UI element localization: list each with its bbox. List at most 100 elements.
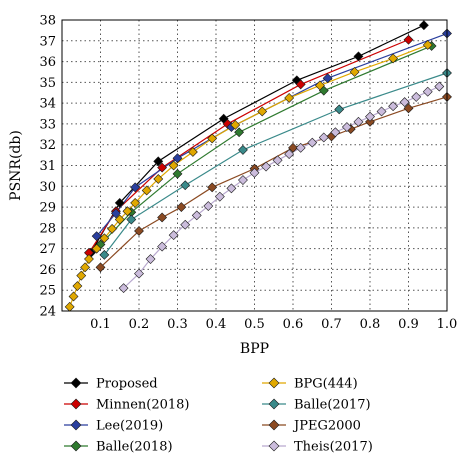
- y-axis-title: PSNR(db): [8, 130, 24, 201]
- y-tick-label: 33: [39, 117, 56, 132]
- data-point-theis-2017: [341, 122, 352, 132]
- data-point-bpg-444: [91, 243, 102, 254]
- series-line-balle-2017: [103, 72, 448, 256]
- data-point-bpg-444: [207, 133, 218, 144]
- plot-frame: [61, 19, 448, 312]
- y-axis-ticks: 24 25 26 27 28 29 30 31 32 33 34 35 36 37 38: [39, 14, 56, 320]
- x-tick-label: 0.9: [398, 317, 419, 332]
- series-line-lee-2019: [96, 32, 448, 237]
- data-point-theis-2017: [353, 116, 364, 127]
- data-point-balle-2017: [99, 249, 110, 260]
- x-tick-label: 0.3: [167, 317, 188, 332]
- x-tick-label: 0.5: [244, 317, 265, 332]
- data-point-bpg-444: [64, 301, 75, 311]
- x-axis-ticks: 0.1 0.2 0.3 0.4 0.5 0.6 0.7 0.8 0.9 1.0: [90, 317, 457, 332]
- data-point-proposed: [153, 156, 164, 167]
- y-tick-label: 24: [39, 305, 56, 320]
- data-point-bpg-444: [257, 106, 268, 117]
- data-point-jpeg2000: [207, 182, 218, 193]
- legend-label-balle-2017: Balle(2017): [294, 398, 371, 413]
- data-point-bpg-444: [80, 262, 91, 273]
- series-lines: [69, 24, 448, 308]
- data-point-balle-2017: [180, 180, 191, 191]
- data-point-bpg-444: [230, 120, 241, 130]
- legend-label-lee-2019: Lee(2019): [96, 419, 163, 434]
- data-point-balle-2017: [238, 144, 248, 155]
- y-tick-label: 37: [39, 34, 56, 49]
- data-point-jpeg2000: [134, 226, 144, 236]
- data-point-jpeg2000: [157, 212, 168, 223]
- data-point-jpeg2000: [403, 103, 414, 114]
- data-point-proposed: [114, 197, 125, 208]
- data-point-theis-2017: [272, 155, 283, 166]
- data-point-bpg-444: [68, 291, 79, 302]
- data-point-bpg-444: [72, 281, 83, 291]
- data-point-balle-2018: [172, 168, 183, 179]
- data-point-theis-2017: [399, 97, 410, 108]
- data-point-theis-2017: [134, 268, 144, 279]
- data-point-bpg-444: [388, 53, 399, 64]
- data-point-theis-2017: [226, 183, 237, 194]
- y-tick-label: 38: [39, 14, 56, 29]
- data-point-jpeg2000: [365, 116, 375, 127]
- data-point-theis-2017: [180, 219, 191, 230]
- data-point-bpg-444: [99, 233, 110, 244]
- legend-marker-theis-2017: [268, 440, 280, 452]
- legend-marker-bpg-444: [268, 377, 280, 389]
- data-point-jpeg2000: [95, 262, 106, 273]
- x-axis-title: BPP: [240, 341, 269, 357]
- data-point-theis-2017: [434, 81, 445, 92]
- y-tick-label: 34: [39, 97, 56, 112]
- series-line-proposed: [90, 24, 425, 254]
- data-point-theis-2017: [191, 210, 202, 221]
- data-point-theis-2017: [307, 137, 318, 148]
- x-tick-label: 0.1: [90, 317, 111, 332]
- data-point-bpg-444: [141, 185, 152, 196]
- data-point-theis-2017: [330, 127, 341, 138]
- y-tick-label: 30: [39, 180, 56, 195]
- data-point-bpg-444: [422, 40, 433, 50]
- data-point-theis-2017: [318, 132, 329, 143]
- data-point-bpg-444: [107, 223, 117, 234]
- data-point-bpg-444: [168, 160, 179, 171]
- data-point-theis-2017: [145, 254, 156, 264]
- legend-label-jpeg2000: JPEG2000: [292, 419, 361, 434]
- legend-label-proposed: Proposed: [96, 377, 158, 392]
- data-point-theis-2017: [411, 91, 422, 102]
- y-tick-label: 27: [39, 242, 56, 257]
- legend-label-minnen-2018: Minnen(2018): [96, 398, 190, 413]
- y-tick-label: 25: [39, 284, 56, 299]
- y-tick-label: 36: [39, 55, 56, 70]
- y-tick-label: 26: [39, 263, 56, 278]
- data-point-minnen-2018: [157, 162, 168, 173]
- x-tick-label: 0.8: [360, 317, 381, 332]
- series-line-jpeg2000: [100, 96, 448, 268]
- legend-label-bpg-444: BPG(444): [294, 377, 358, 392]
- data-point-lee-2019: [130, 182, 141, 193]
- x-tick-label: 0.6: [283, 317, 304, 332]
- x-tick-label: 0.7: [321, 317, 342, 332]
- y-tick-label: 35: [39, 76, 56, 91]
- data-point-bpg-444: [130, 197, 141, 208]
- data-point-lee-2019: [91, 231, 102, 242]
- data-point-minnen-2018: [295, 79, 306, 90]
- legend-marker-proposed: [70, 377, 82, 389]
- y-tick-label: 28: [39, 221, 56, 236]
- legend-marker-minnen-2018: [70, 398, 82, 410]
- data-point-balle-2018: [234, 127, 245, 138]
- y-tick-label: 31: [39, 159, 56, 174]
- data-point-bpg-444: [114, 214, 125, 225]
- data-point-proposed: [418, 20, 429, 31]
- data-point-theis-2017: [376, 106, 387, 117]
- data-point-theis-2017: [284, 149, 295, 159]
- data-point-bpg-444: [315, 80, 325, 91]
- data-point-theis-2017: [249, 167, 260, 178]
- data-point-bpg-444: [76, 270, 87, 281]
- data-point-bpg-444: [349, 67, 360, 77]
- y-tick-label: 29: [39, 201, 56, 216]
- series-line-minnen-2018: [88, 39, 409, 254]
- data-point-proposed: [353, 51, 364, 62]
- data-point-lee-2019: [110, 208, 121, 219]
- data-point-theis-2017: [118, 283, 129, 294]
